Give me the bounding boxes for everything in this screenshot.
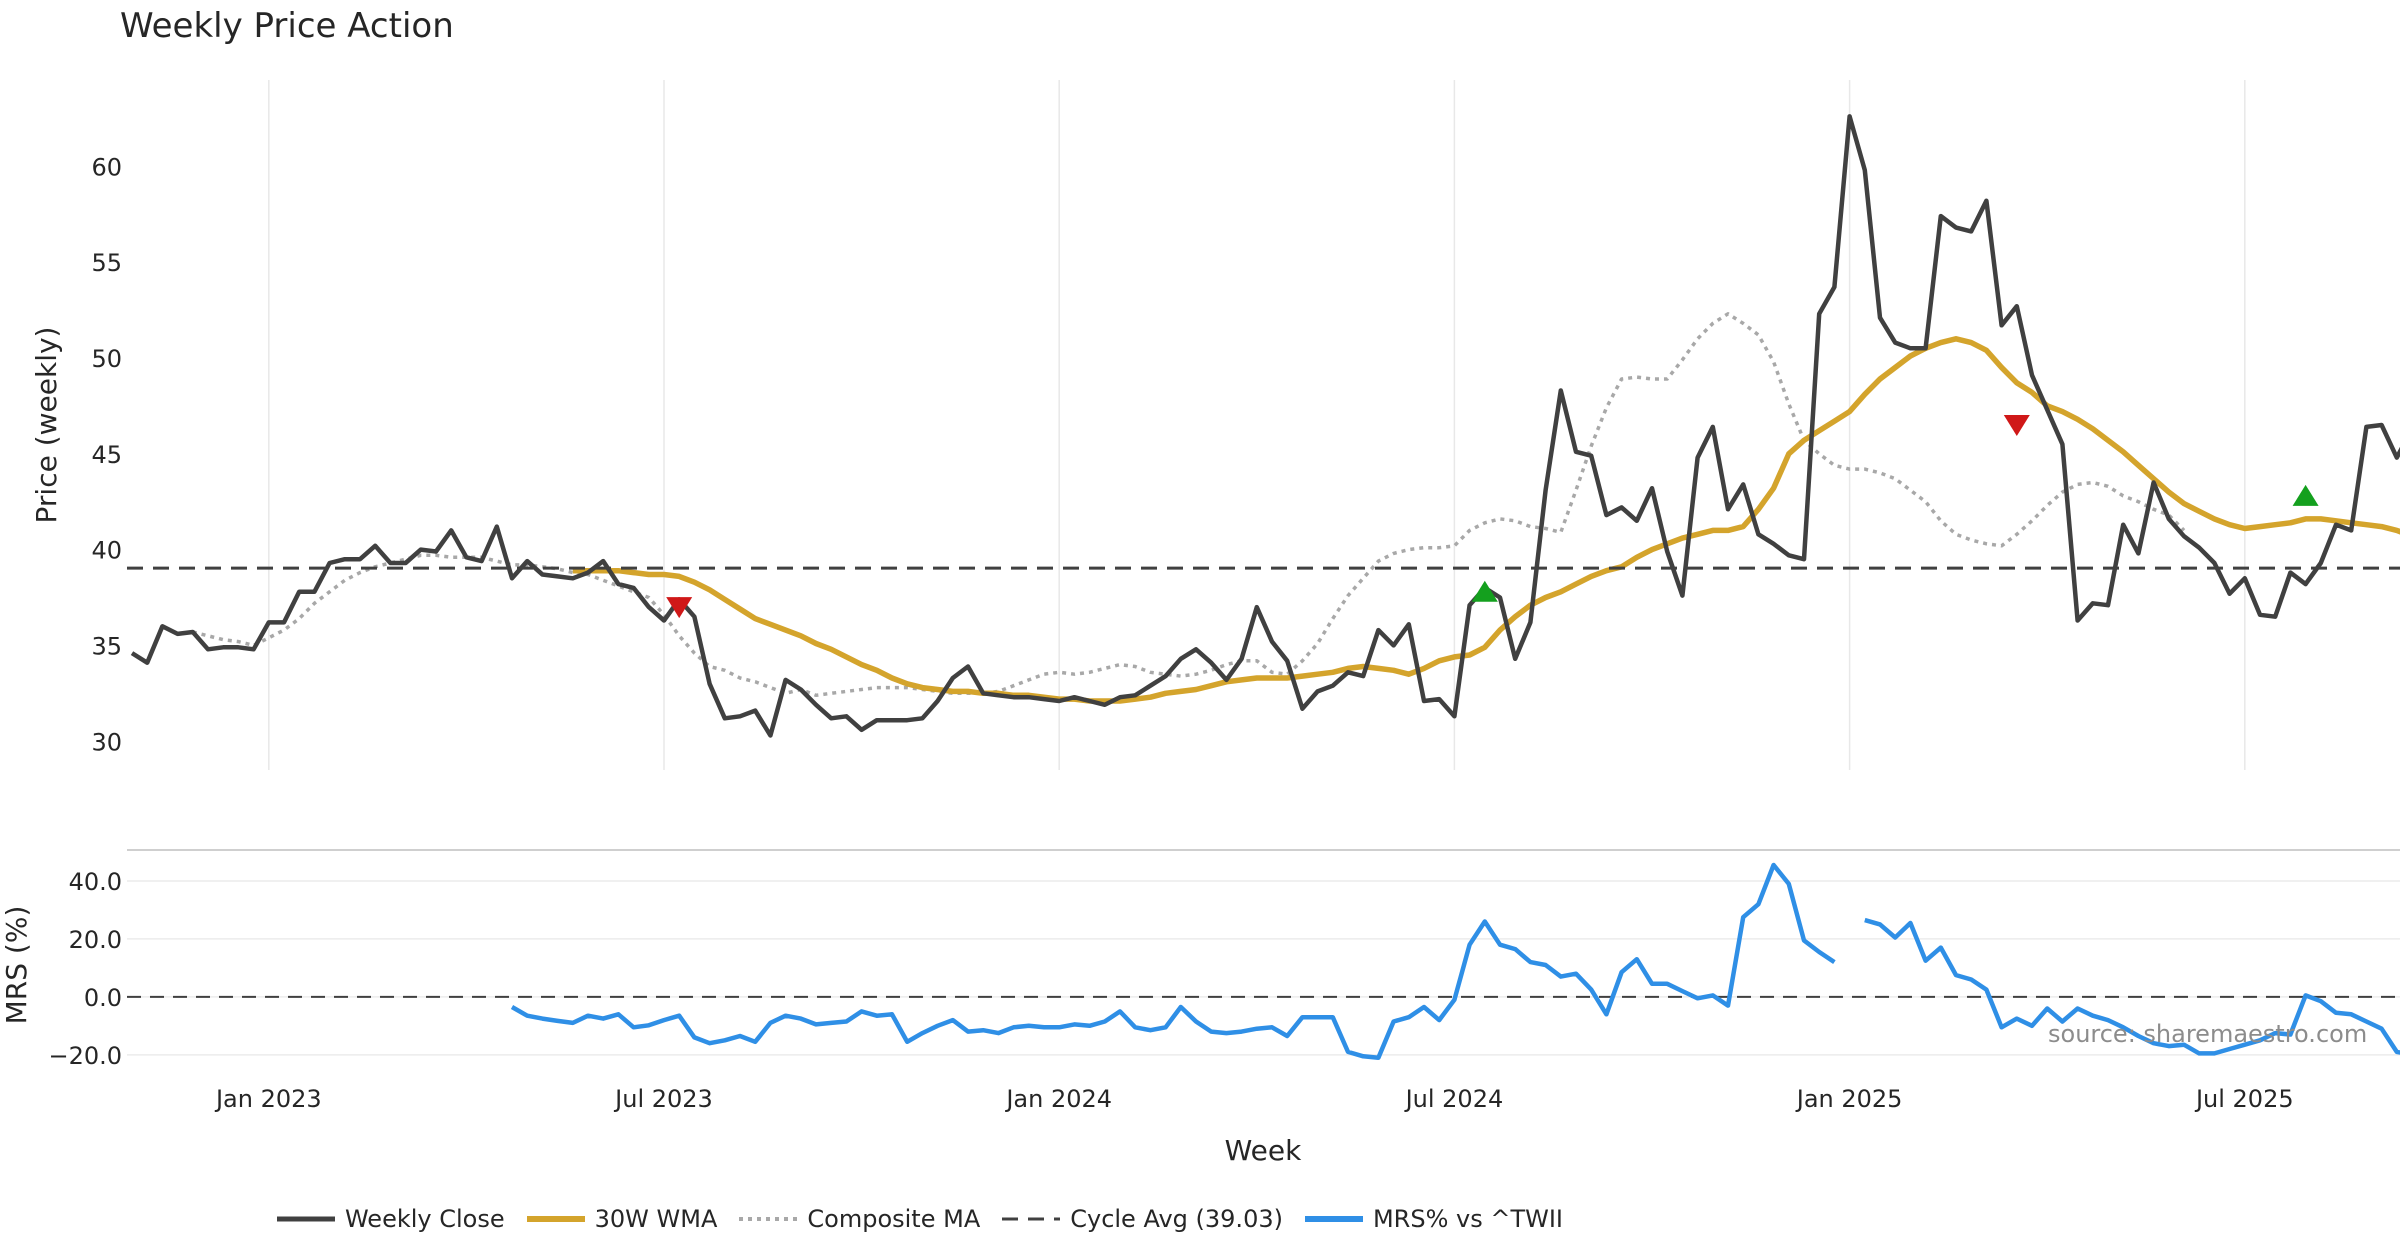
x-tick-label: Jan 2023	[214, 1085, 322, 1113]
x-tick-label: Jul 2025	[2194, 1085, 2294, 1113]
wma-30w-line	[572, 336, 2400, 704]
mrs-line	[510, 862, 2400, 1060]
x-tick-label: Jan 2024	[1004, 1085, 1112, 1113]
mrs-swatch	[1304, 1216, 1363, 1222]
price-chart: 30 35 40 45 50 55 60 −20.0 0.0 20.0 40.0 Jan 2023…	[0, 80, 2400, 1167]
price-y-ticks: 30 35 40 45 50 55 60	[91, 153, 122, 756]
x-axis-label: Week	[1225, 1134, 1302, 1167]
legend-item-30w-wma[interactable]: 30W WMA	[526, 1205, 718, 1233]
buy-signal-marker	[1471, 580, 1498, 602]
price-y-tick-label: 50	[91, 345, 122, 373]
chart-title: Weekly Price Action	[120, 6, 454, 46]
x-ticks: Jan 2023 Jul 2023 Jan 2024 Jul 2024 Jan 2025…	[214, 1085, 2294, 1113]
x-tick-label: Jan 2025	[1795, 1085, 1903, 1113]
x-tick-label: Jul 2023	[613, 1085, 713, 1113]
mrs-y-ticks: −20.0 0.0 20.0 40.0	[48, 868, 122, 1070]
legend-item-weekly-close[interactable]: Weekly Close	[276, 1205, 505, 1233]
composite-ma-swatch	[739, 1217, 798, 1221]
x-tick-label: Jul 2024	[1404, 1085, 1504, 1113]
cycle-avg-swatch	[1002, 1217, 1061, 1221]
composite-ma-line	[192, 312, 2186, 698]
mrs-y-tick-label: −20.0	[48, 1042, 122, 1070]
legend-item-composite-ma[interactable]: Composite MA	[739, 1205, 980, 1233]
source-note: source: sharemaestro.com	[2048, 1020, 2368, 1048]
sell-signal-marker	[2003, 415, 2030, 436]
price-y-tick-label: 30	[91, 728, 122, 756]
price-gridlines	[268, 80, 2246, 770]
weekly-close-swatch	[276, 1216, 335, 1222]
price-y-axis-label: Price (weekly)	[30, 327, 63, 524]
legend-label-weekly-close: Weekly Close	[344, 1205, 505, 1233]
mrs-y-tick-label: 40.0	[69, 868, 122, 896]
legend-label-30w-wma: 30W WMA	[594, 1205, 718, 1233]
mrs-y-tick-label: 20.0	[69, 926, 122, 954]
legend-label-cycle-avg: Cycle Avg (39.03)	[1070, 1205, 1283, 1233]
signal-layer	[666, 415, 2319, 619]
legend-label-composite-ma: Composite MA	[807, 1205, 981, 1233]
price-y-tick-label: 35	[91, 632, 122, 660]
legend-item-cycle-avg[interactable]: Cycle Avg (39.03)	[1002, 1205, 1283, 1233]
price-y-tick-label: 40	[91, 537, 122, 565]
weekly-close-line	[130, 114, 2400, 738]
wma-swatch	[526, 1216, 585, 1222]
price-y-tick-label: 55	[91, 249, 122, 277]
legend-item-mrs[interactable]: MRS% vs ^TWII	[1304, 1205, 1564, 1233]
buy-signal-marker	[2292, 484, 2319, 506]
price-y-tick-label: 45	[91, 441, 122, 469]
series-layer	[127, 114, 2400, 1060]
mrs-y-axis-label: MRS (%)	[0, 906, 33, 1025]
legend: Weekly Close 30W WMA Composite MA Cycle …	[0, 1205, 1840, 1233]
mrs-y-tick-label: 0.0	[84, 984, 122, 1012]
sell-signal-marker	[666, 597, 693, 619]
legend-label-mrs: MRS% vs ^TWII	[1372, 1205, 1564, 1233]
price-y-tick-label: 60	[91, 153, 122, 181]
